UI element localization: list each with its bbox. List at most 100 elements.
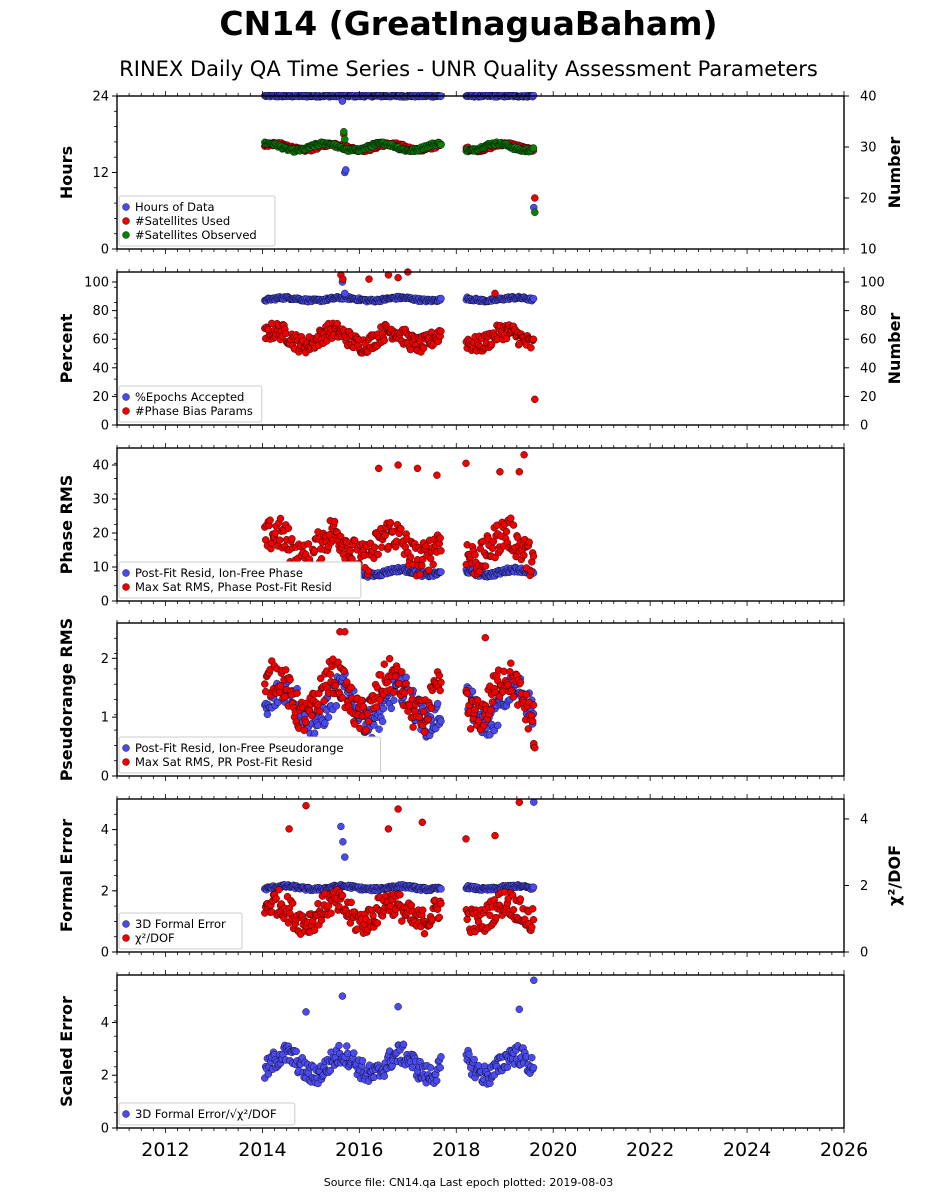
data-point xyxy=(524,725,532,733)
x-tick-label: 2016 xyxy=(335,1139,383,1161)
data-point xyxy=(435,671,443,680)
data-point xyxy=(427,704,436,712)
legend-marker xyxy=(122,569,130,577)
data-point xyxy=(507,514,515,522)
data-point xyxy=(398,917,406,925)
y-right-tick-label: 0 xyxy=(860,946,868,961)
data-point xyxy=(491,831,499,840)
data-point xyxy=(437,568,445,576)
data-point xyxy=(340,127,348,136)
data-point xyxy=(508,687,516,695)
y-right-tick-label: 80 xyxy=(860,304,877,319)
data-point xyxy=(310,926,319,934)
y-right-tick-label: 2 xyxy=(860,879,868,894)
data-point xyxy=(346,547,354,555)
data-point xyxy=(365,275,373,283)
data-point xyxy=(419,344,428,352)
data-point xyxy=(529,552,538,560)
data-point xyxy=(487,340,496,349)
y-tick-label: 20 xyxy=(92,390,109,405)
data-point xyxy=(275,886,283,894)
data-point xyxy=(377,671,385,679)
data-point xyxy=(494,721,502,730)
data-point xyxy=(474,717,483,725)
legend-marker xyxy=(122,583,130,591)
legend-marker xyxy=(122,393,130,401)
data-point xyxy=(509,906,518,914)
data-point xyxy=(266,516,274,524)
y-tick-label: 30 xyxy=(92,493,109,508)
data-point xyxy=(502,334,511,343)
y-tick-label: 12 xyxy=(92,166,109,181)
y-tick-label: 0 xyxy=(101,770,109,785)
data-point xyxy=(471,551,479,559)
data-point xyxy=(425,566,433,574)
data-point xyxy=(465,1050,473,1059)
data-point xyxy=(467,725,475,733)
data-point xyxy=(424,715,432,723)
data-point xyxy=(339,275,347,283)
x-tick-label: 2026 xyxy=(820,1139,868,1161)
legend-entry: Post-Fit Resid, Ion-Free Phase xyxy=(135,566,303,580)
data-point xyxy=(342,166,350,174)
legend: Hours of Data#Satellites Used#Satellites… xyxy=(118,195,276,247)
data-point xyxy=(416,570,424,579)
data-point xyxy=(359,703,368,711)
data-point xyxy=(529,335,538,343)
data-point xyxy=(396,891,404,899)
data-point xyxy=(384,825,393,833)
data-point xyxy=(420,930,429,938)
data-point xyxy=(507,659,515,667)
data-point xyxy=(429,560,437,569)
data-point xyxy=(462,459,470,467)
data-point xyxy=(327,909,335,917)
data-point xyxy=(335,1041,343,1050)
legend-entry: #Satellites Used xyxy=(135,214,230,228)
data-point xyxy=(529,905,537,913)
data-point xyxy=(282,666,290,674)
legend-entry: %Epochs Accepted xyxy=(135,390,244,404)
data-point xyxy=(331,681,340,690)
data-point xyxy=(531,194,539,202)
data-point xyxy=(470,1055,478,1064)
legend-entry: Hours of Data xyxy=(135,200,215,214)
data-point xyxy=(371,543,379,551)
y-tick-label: 10 xyxy=(92,561,109,576)
data-point xyxy=(392,672,400,681)
data-point xyxy=(487,706,495,714)
data-point xyxy=(380,660,388,668)
data-point xyxy=(516,678,525,687)
data-point xyxy=(529,294,538,303)
data-point xyxy=(350,1049,358,1057)
data-point xyxy=(364,567,373,575)
y-tick-label: 4 xyxy=(101,823,109,838)
data-point xyxy=(317,674,325,683)
source-footer: Source file: CN14.qa Last epoch plotted:… xyxy=(323,1176,614,1189)
data-point xyxy=(480,722,488,730)
data-point xyxy=(529,916,538,924)
legend-marker xyxy=(122,231,130,239)
legend-entry: Post-Fit Resid, Ion-Free Pseudorange xyxy=(135,741,343,755)
data-point xyxy=(525,538,533,546)
data-point xyxy=(320,697,328,705)
y-right-tick-label: 0 xyxy=(860,419,868,434)
data-point xyxy=(276,536,284,544)
data-point xyxy=(340,667,348,675)
data-point xyxy=(433,471,441,479)
legend-marker xyxy=(122,407,130,415)
data-point xyxy=(324,902,333,910)
x-tick-label: 2012 xyxy=(141,1139,189,1161)
data-point xyxy=(370,721,378,729)
data-point xyxy=(321,719,329,727)
y-tick-label: 0 xyxy=(101,946,109,961)
data-point xyxy=(308,712,316,720)
legend-entry: 3D Formal Error xyxy=(135,917,226,931)
data-point xyxy=(358,1057,367,1065)
data-point xyxy=(397,525,405,533)
legend: Post-Fit Resid, Ion-Free PseudorangeMax … xyxy=(118,736,382,774)
data-point xyxy=(375,464,383,473)
